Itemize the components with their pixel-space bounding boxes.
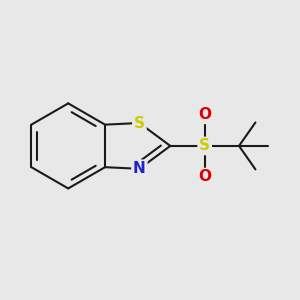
Text: S: S: [134, 116, 145, 130]
Text: O: O: [198, 107, 211, 122]
Text: S: S: [199, 138, 210, 153]
Text: O: O: [198, 169, 211, 184]
Text: N: N: [133, 161, 146, 176]
